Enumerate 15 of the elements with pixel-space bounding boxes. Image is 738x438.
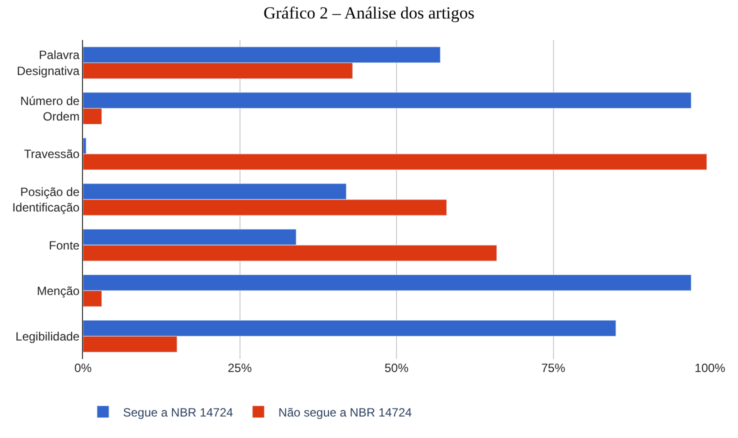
y-tick-label: Número de Ordem xyxy=(20,94,80,124)
x-tick-label: 75% xyxy=(541,361,566,375)
x-tick-label: 25% xyxy=(228,361,252,375)
y-tick-label: Travessão xyxy=(24,147,80,162)
y-tick-label: Fonte xyxy=(48,238,80,252)
x-tick-label: 0% xyxy=(74,361,92,375)
y-tick-label: Legibilidade xyxy=(16,329,80,344)
y-tick-label: Menção xyxy=(36,284,80,298)
legend-label: Não segue a NBR 14724 xyxy=(278,405,412,420)
x-tick-label: 100% xyxy=(694,361,726,375)
chart-title: Gráfico 2 – Análise dos artigos xyxy=(263,3,475,22)
y-tick-label: Posição de Identificação xyxy=(12,184,80,214)
y-tick-label: Palavra Designativa xyxy=(16,48,80,78)
legend-label: Segue a NBR 14724 xyxy=(123,405,234,420)
x-tick-label: 50% xyxy=(384,361,409,375)
